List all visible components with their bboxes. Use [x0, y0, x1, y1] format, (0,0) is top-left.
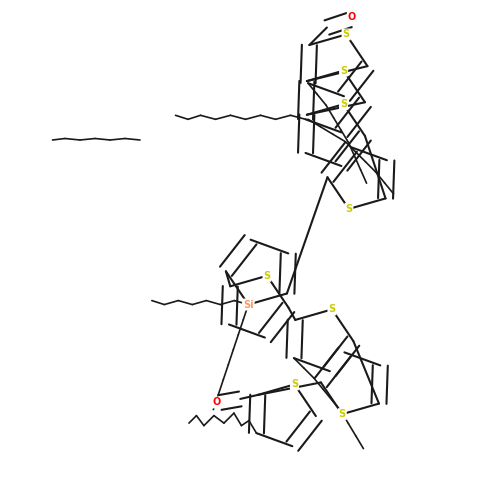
Text: Si: Si: [243, 300, 254, 310]
Text: S: S: [328, 304, 336, 314]
Text: S: S: [338, 409, 346, 419]
Text: O: O: [348, 12, 356, 22]
Text: S: S: [340, 99, 347, 109]
Text: S: S: [291, 380, 298, 390]
Text: O: O: [212, 398, 221, 407]
Text: S: S: [346, 204, 352, 214]
Text: S: S: [340, 66, 347, 76]
Text: S: S: [342, 30, 349, 40]
Text: S: S: [264, 271, 270, 281]
